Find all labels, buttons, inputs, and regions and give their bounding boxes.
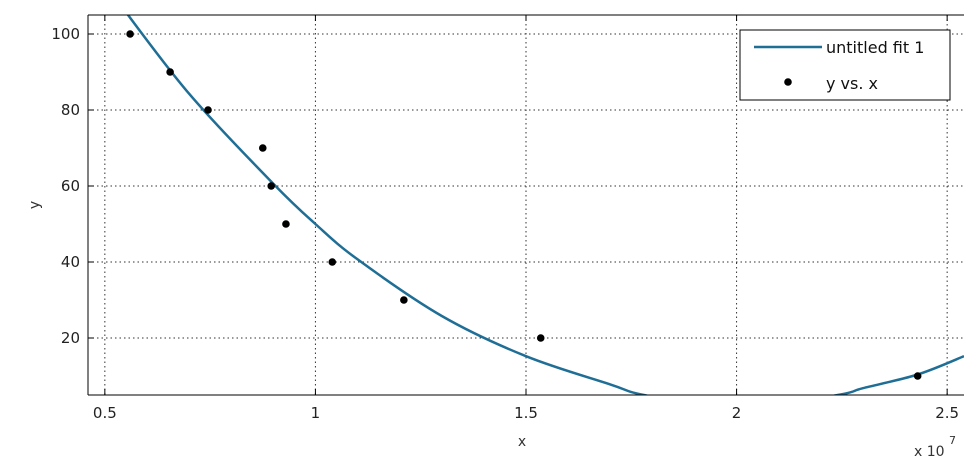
y-tick-label: 60 <box>61 177 80 195</box>
data-point <box>267 182 276 190</box>
data-point <box>913 372 922 380</box>
data-point <box>400 296 408 304</box>
data-point <box>126 30 134 38</box>
points-group <box>126 30 922 380</box>
y-tick-label: 20 <box>61 329 80 347</box>
y-tick-label: 80 <box>61 101 80 119</box>
legend-point-swatch <box>784 78 792 86</box>
x-multiplier: x 10 7 <box>914 434 956 460</box>
x-tick-label: 1 <box>311 404 321 422</box>
data-point <box>328 258 337 266</box>
data-point <box>536 334 545 342</box>
data-point <box>282 220 290 228</box>
fit-line-group <box>126 15 964 395</box>
y-tick-label: 100 <box>51 25 80 43</box>
x-tick-label: 0.5 <box>93 404 117 422</box>
ticks <box>88 15 948 395</box>
legend-points-label: y vs. x <box>826 74 878 93</box>
x-tick-label: 2 <box>732 404 742 422</box>
data-point <box>166 68 174 76</box>
x-axis-label: x <box>518 434 526 450</box>
y-tick-label: 40 <box>61 253 80 271</box>
x-tick-label: 2.5 <box>935 404 959 422</box>
fit-line <box>126 15 964 395</box>
x-multiplier-base: x 10 <box>914 444 945 460</box>
data-point <box>258 144 267 152</box>
legend-box <box>739 29 951 101</box>
x-multiplier-exponent: 7 <box>949 434 956 447</box>
legend-fit-label: untitled fit 1 <box>826 38 924 57</box>
y-axis-label: y <box>27 201 43 209</box>
x-tick-label: 1.5 <box>514 404 538 422</box>
tick-labels: 0.5 1 1.5 2 2.5 20 40 60 80 100 <box>51 25 959 422</box>
legend: untitled fit 1 y vs. x <box>739 29 951 101</box>
data-point <box>204 106 212 114</box>
